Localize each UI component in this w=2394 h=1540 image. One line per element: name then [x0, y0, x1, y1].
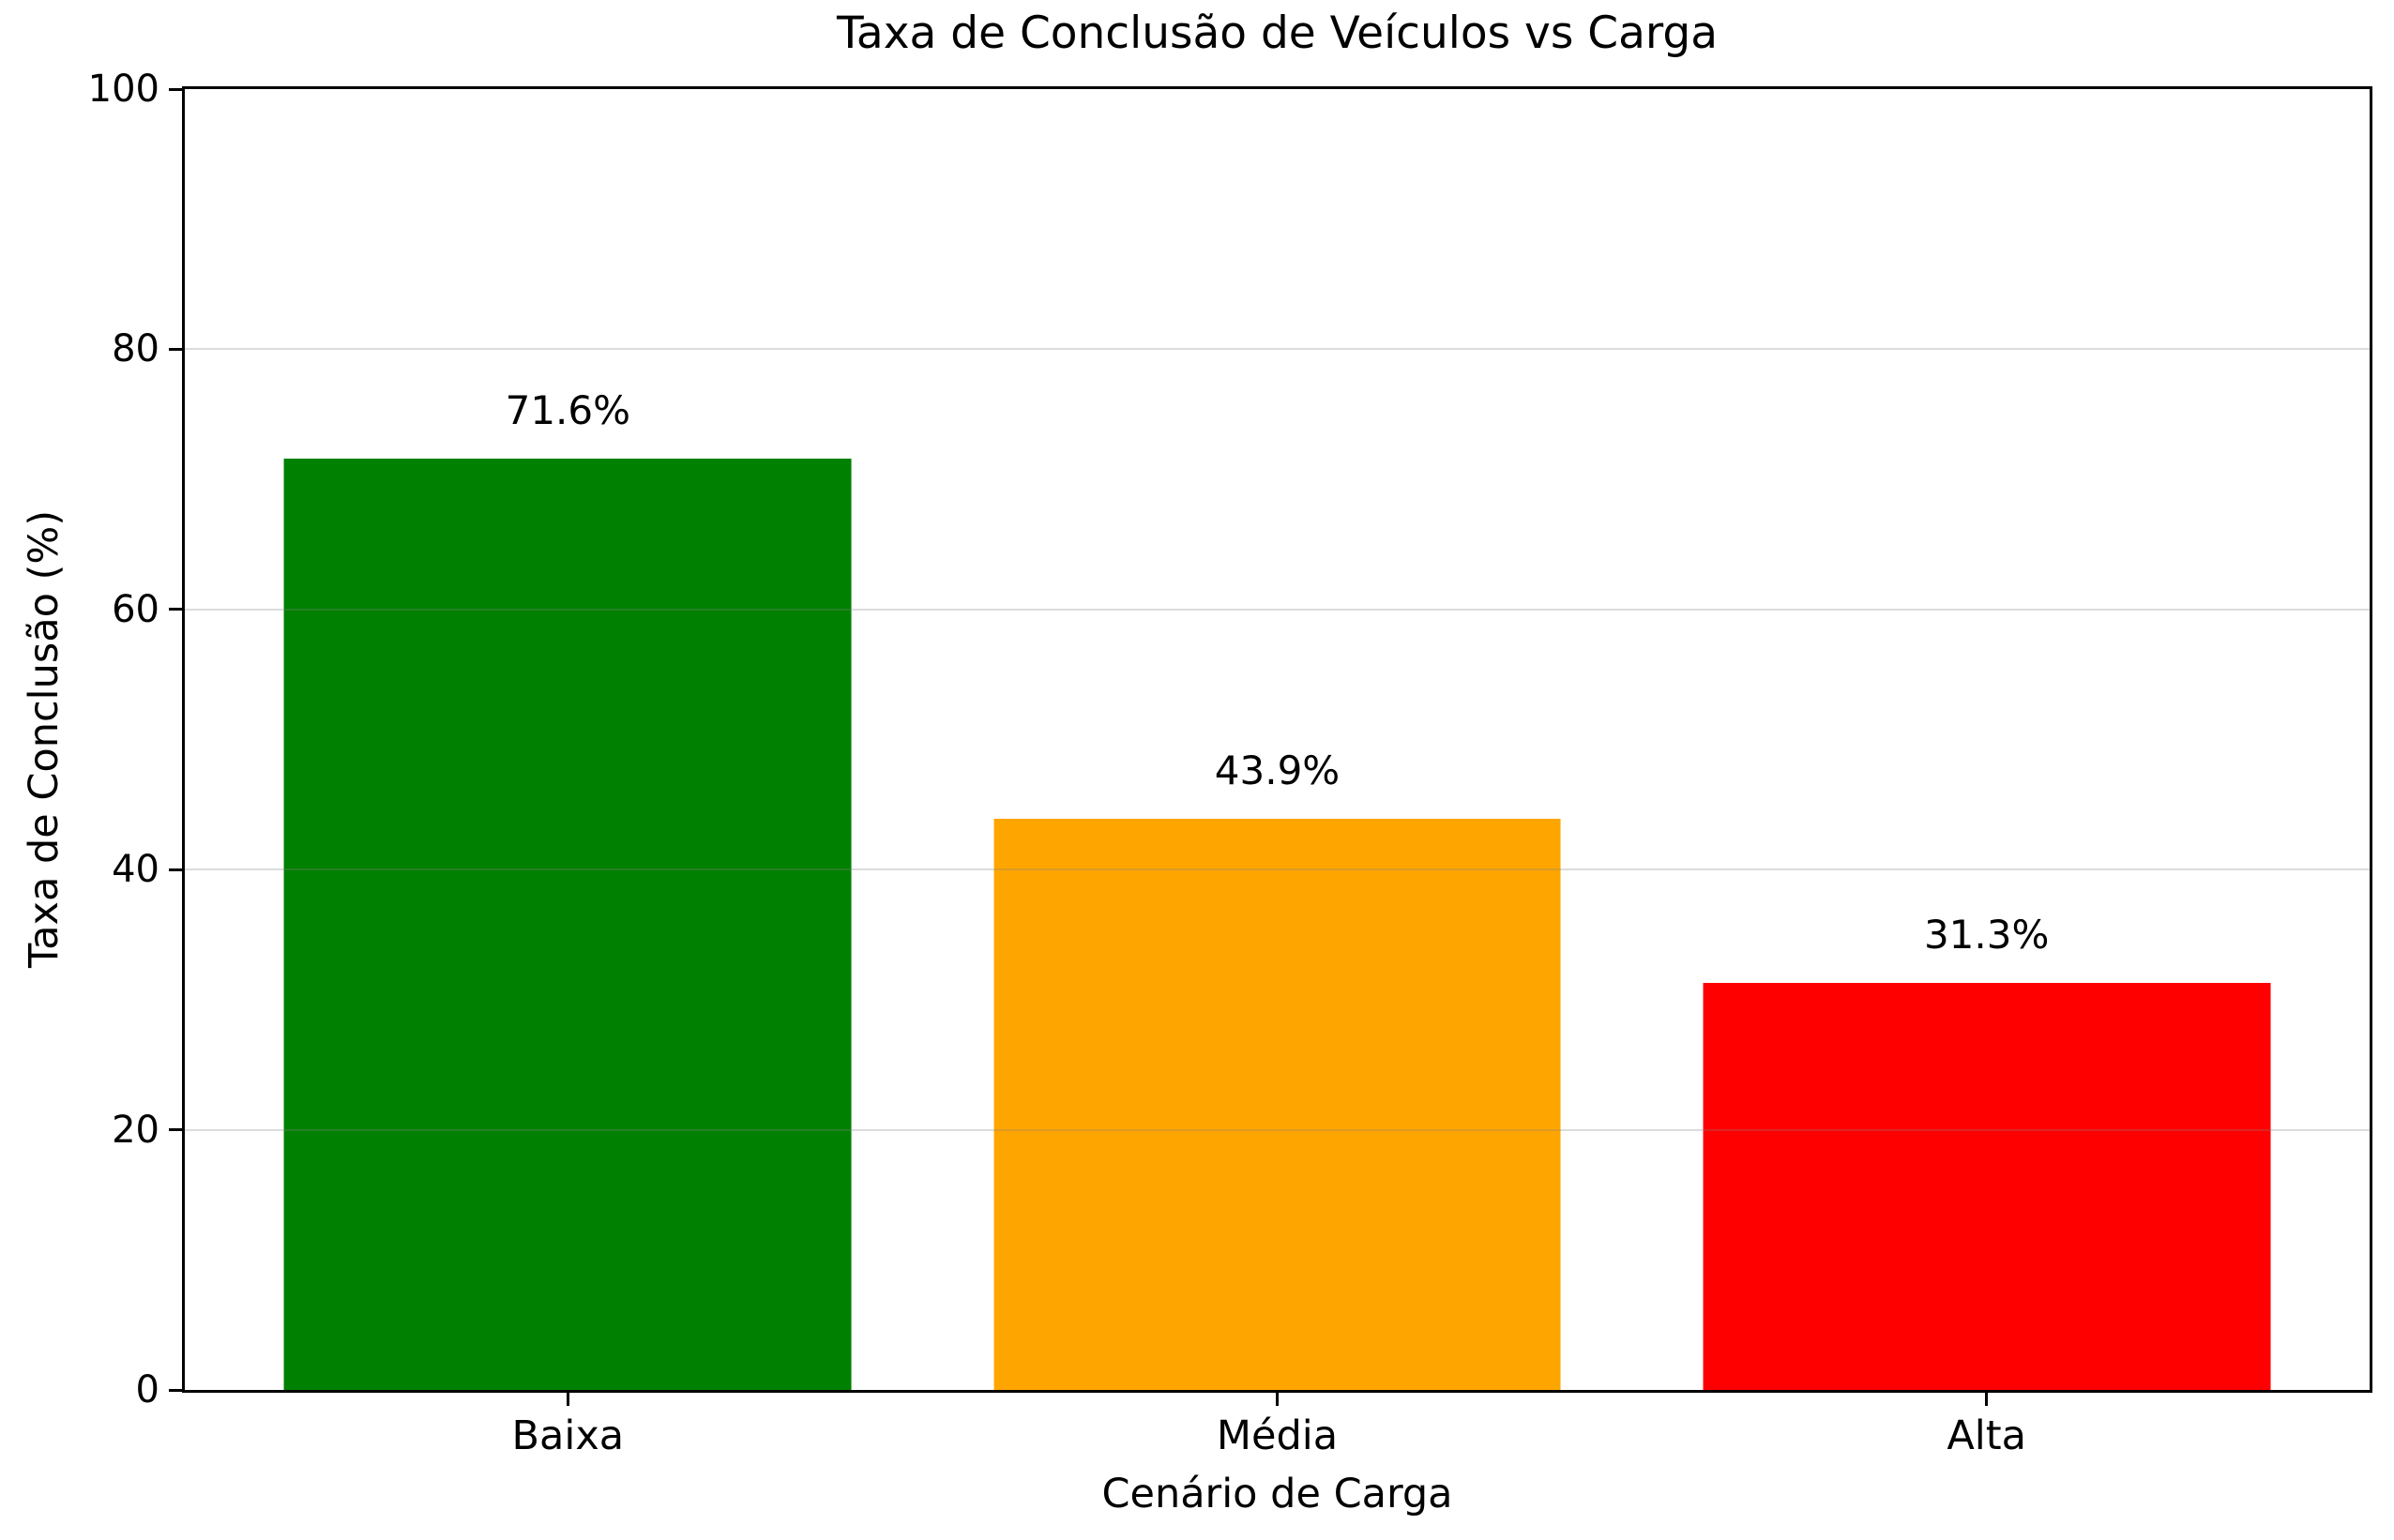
x-category-label-alta: Alta	[1947, 1412, 2026, 1459]
gridline-y-80	[185, 348, 2370, 351]
gridline-y-20	[185, 1128, 2370, 1131]
gridline-y-40	[185, 868, 2370, 871]
plot-area: 71.6% 43.9% 31.3%	[182, 86, 2372, 1393]
y-tick-mark	[169, 1128, 185, 1132]
y-tick-label: 0	[135, 1368, 159, 1412]
bar-value-label: 71.6%	[505, 386, 631, 433]
x-tick-mark	[1985, 1390, 1989, 1406]
bar-value-label: 31.3%	[1923, 911, 2050, 958]
x-tick-mark	[1276, 1390, 1279, 1406]
x-tick-mark	[566, 1390, 569, 1406]
y-tick-mark	[169, 868, 185, 871]
y-tick-label: 20	[112, 1108, 159, 1152]
y-tick-label: 100	[87, 68, 159, 111]
y-tick-mark	[169, 87, 185, 91]
chart-title: Taxa de Conclusão de Veículos vs Carga	[836, 8, 1719, 59]
x-category-label-média: Média	[1216, 1412, 1339, 1459]
y-tick-label: 80	[112, 327, 159, 371]
y-tick-label: 60	[112, 587, 159, 631]
x-axis-label: Cenário de Carga	[1101, 1471, 1453, 1517]
y-tick-label: 40	[112, 848, 159, 892]
x-category-label-baixa: Baixa	[511, 1412, 625, 1459]
y-tick-mark	[169, 608, 185, 611]
bar-média	[993, 819, 1561, 1390]
bar-value-label: 43.9%	[1214, 747, 1341, 794]
bar-alta	[1703, 982, 2271, 1390]
gridline-y-60	[185, 608, 2370, 611]
y-tick-mark	[169, 1388, 185, 1392]
bar-baixa	[283, 458, 852, 1390]
y-tick-mark	[169, 347, 185, 351]
y-axis-label: Taxa de Conclusão (%)	[21, 510, 68, 968]
